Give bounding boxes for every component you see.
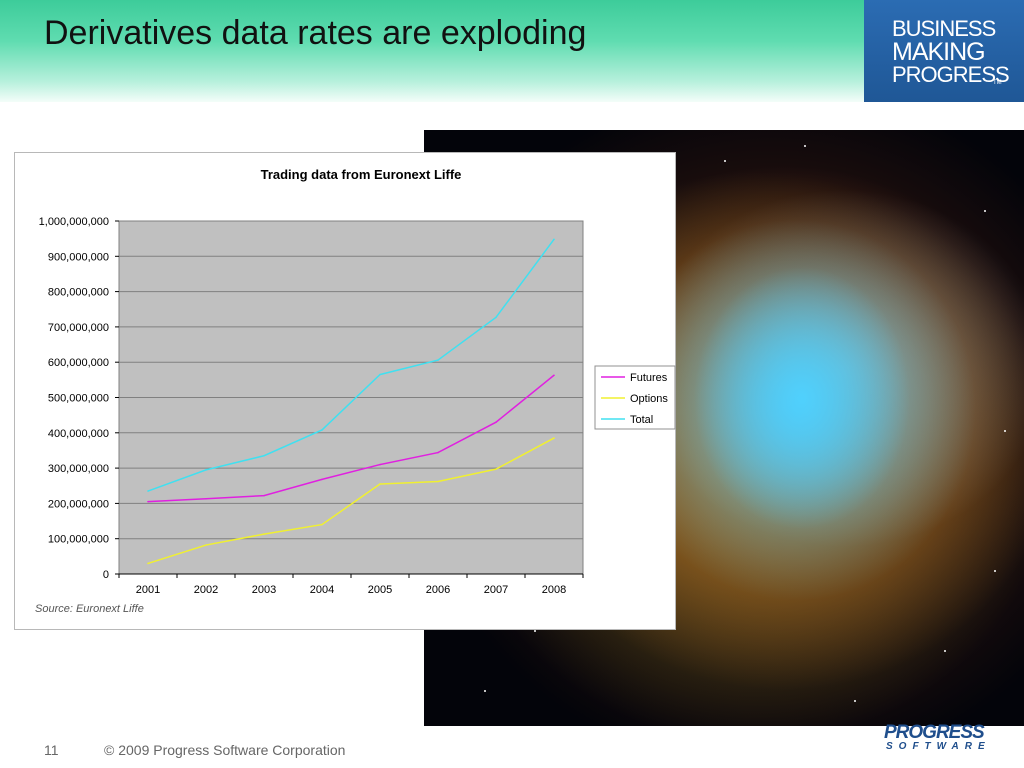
header-band <box>0 0 864 102</box>
y-tick-label: 800,000,000 <box>48 287 109 299</box>
data-point-options <box>553 437 555 439</box>
data-point-futures <box>321 478 323 481</box>
y-tick-label: 300,000,000 <box>48 463 109 475</box>
page-number: 11 <box>44 742 59 758</box>
y-tick-label: 0 <box>103 569 109 581</box>
copyright-text: © 2009 Progress Software Corporation <box>104 742 346 758</box>
x-tick-label: 2004 <box>310 584 334 596</box>
x-tick-label: 2001 <box>136 584 160 596</box>
footer-logo-software: SOFTWARE <box>886 741 991 752</box>
data-point-options <box>437 480 439 483</box>
data-point-futures <box>553 374 555 377</box>
legend-label-options: Options <box>630 393 668 405</box>
legend-label-total: Total <box>630 414 653 426</box>
data-point-total <box>379 373 381 376</box>
brand-line-business: BUSINESS <box>892 16 996 41</box>
data-point-futures <box>379 463 381 466</box>
data-point-total <box>495 316 497 319</box>
data-point-options <box>147 562 149 565</box>
data-point-options <box>379 483 381 485</box>
data-point-total <box>147 490 149 492</box>
y-tick-label: 700,000,000 <box>48 322 109 334</box>
chart-title: Trading data from Euronext Liffe <box>261 167 462 182</box>
y-tick-label: 900,000,000 <box>48 251 109 263</box>
series-line-options <box>147 437 555 565</box>
data-point-total <box>437 359 439 361</box>
data-point-options <box>495 468 497 470</box>
data-point-futures <box>495 421 497 424</box>
data-point-total <box>205 469 207 471</box>
y-tick-label: 500,000,000 <box>48 393 109 405</box>
brand-logo-box <box>864 0 1024 102</box>
data-point-futures <box>205 498 207 500</box>
data-point-total <box>263 454 265 457</box>
y-tick-label: 200,000,000 <box>48 498 109 510</box>
data-point-total <box>321 429 323 431</box>
legend-label-futures: Futures <box>630 372 668 384</box>
data-point-futures <box>147 500 149 503</box>
brand-trademark: TM <box>993 80 1002 86</box>
x-tick-label: 2006 <box>426 584 450 596</box>
x-tick-label: 2003 <box>252 584 276 596</box>
brand-line-making: MAKING <box>892 38 986 66</box>
data-point-options <box>321 523 323 526</box>
brand-line-progress: PROGRESS <box>892 62 1010 87</box>
data-point-total <box>553 238 555 241</box>
data-point-options <box>205 544 207 546</box>
y-tick-label: 400,000,000 <box>48 428 109 440</box>
slide-title: Derivatives data rates are exploding <box>44 14 587 52</box>
series-line-total <box>147 238 555 492</box>
chart-panel: Trading data from Euronext Liffe 0 100,000… <box>14 152 676 630</box>
data-point-futures <box>437 451 439 454</box>
chart-source-note: Source: Euronext Liffe <box>35 603 144 615</box>
x-tick-label: 2002 <box>194 584 218 596</box>
series-line-futures <box>147 374 555 503</box>
x-tick-label: 2008 <box>542 584 566 596</box>
y-tick-label: 100,000,000 <box>48 534 109 546</box>
x-tick-label: 2005 <box>368 584 392 596</box>
y-tick-label: 1,000,000,000 <box>39 216 109 228</box>
footer-logo-progress: PROGRESS <box>884 722 985 743</box>
data-point-options <box>263 533 265 535</box>
x-tick-label: 2007 <box>484 584 508 596</box>
line-chart: Trading data from Euronext Liffe 0 100,000… <box>39 167 676 596</box>
data-point-futures <box>263 494 265 497</box>
y-tick-label: 600,000,000 <box>48 357 109 369</box>
